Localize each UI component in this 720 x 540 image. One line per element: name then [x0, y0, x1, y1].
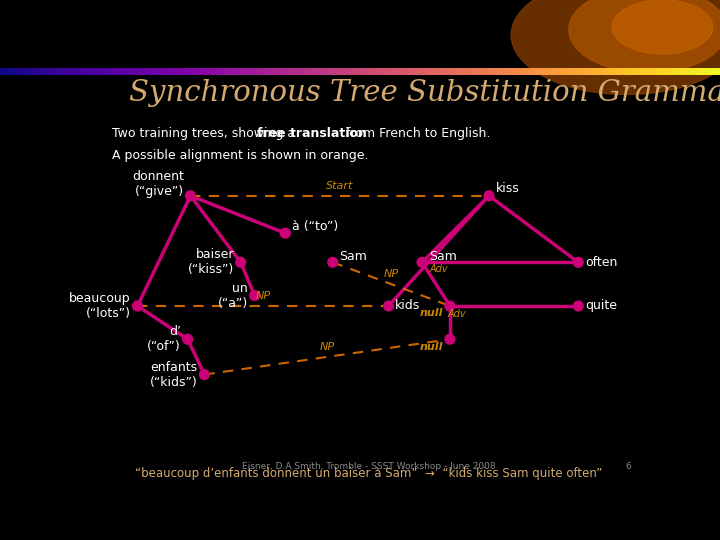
- Point: [416, 258, 428, 267]
- Text: NP: NP: [384, 269, 399, 279]
- Text: from French to English.: from French to English.: [343, 127, 491, 140]
- Text: à (“to”): à (“to”): [292, 220, 338, 233]
- Text: enfants
(“kids”): enfants (“kids”): [150, 361, 198, 389]
- Text: often: often: [585, 256, 617, 269]
- Text: Eisner, D.A.Smith, Tromble - SSST Workshop - June 2008: Eisner, D.A.Smith, Tromble - SSST Worksh…: [242, 462, 496, 471]
- Point: [327, 258, 338, 267]
- Text: kids: kids: [395, 300, 420, 313]
- Text: donnent
(“give”): donnent (“give”): [132, 170, 184, 198]
- Text: “beaucoup d’enfants donnent un baiser à Sam”  →  “kids kiss Sam quite often”: “beaucoup d’enfants donnent un baiser à …: [135, 467, 603, 480]
- Text: Start: Start: [326, 181, 354, 191]
- Point: [444, 335, 456, 343]
- Text: d’
(“of”): d’ (“of”): [147, 325, 181, 353]
- Text: null: null: [420, 342, 444, 352]
- Text: NP: NP: [256, 291, 271, 301]
- Text: beaucoup
(“lots”): beaucoup (“lots”): [69, 292, 131, 320]
- Point: [132, 302, 143, 310]
- Text: Adv: Adv: [429, 264, 448, 274]
- Point: [249, 291, 261, 300]
- Text: Synchronous Tree Substitution Grammar: Synchronous Tree Substitution Grammar: [129, 79, 720, 107]
- Text: Sam: Sam: [339, 249, 367, 262]
- Text: kiss: kiss: [495, 182, 519, 195]
- Point: [572, 302, 584, 310]
- Point: [182, 335, 194, 343]
- Point: [572, 258, 584, 267]
- Point: [383, 302, 395, 310]
- Point: [199, 370, 210, 379]
- Text: null: null: [420, 308, 444, 319]
- Point: [279, 229, 291, 238]
- Text: A possible alignment is shown in orange.: A possible alignment is shown in orange.: [112, 149, 369, 162]
- Text: 6: 6: [626, 462, 631, 471]
- Text: quite: quite: [585, 300, 617, 313]
- Text: Sam: Sam: [428, 249, 456, 262]
- Text: un
(“a”): un (“a”): [217, 281, 248, 309]
- Text: free translation: free translation: [257, 127, 367, 140]
- Text: Adv: Adv: [447, 309, 466, 319]
- Point: [483, 192, 495, 200]
- Text: Two training trees, showing a: Two training trees, showing a: [112, 127, 300, 140]
- Point: [184, 192, 196, 200]
- Text: baiser
(“kiss”): baiser (“kiss”): [188, 248, 234, 276]
- Point: [444, 302, 456, 310]
- Text: NP: NP: [320, 342, 335, 352]
- Point: [235, 258, 246, 267]
